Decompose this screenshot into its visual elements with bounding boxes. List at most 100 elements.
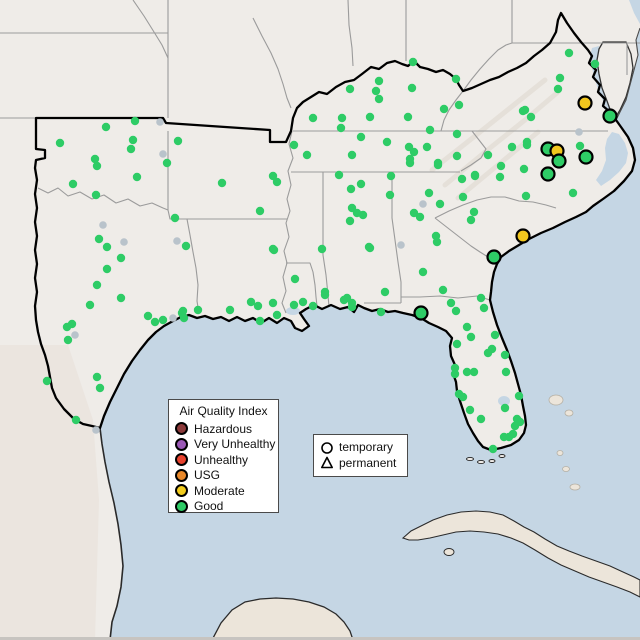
monitor-dot-good — [469, 207, 479, 217]
bahamas-islands — [548, 394, 581, 491]
aqi-legend-label: Unhealthy — [194, 452, 249, 467]
aqi-legend: Air Quality Index Hazardous Very Unhealt… — [168, 399, 279, 513]
monitor-dot-good — [143, 311, 153, 321]
monitor-marker-large-good — [551, 153, 567, 169]
type-legend-row-permanent: permanent — [320, 455, 401, 471]
monitor-dot-layer — [42, 48, 618, 454]
monitor-dot-good — [342, 293, 352, 303]
monitor-dot-good — [382, 137, 392, 147]
cuba — [401, 510, 640, 598]
monitor-dot-good — [407, 83, 417, 93]
monitor-marker-large-moderate — [577, 95, 593, 111]
monitor-marker-large-good — [540, 166, 556, 182]
monitor-dot-good — [462, 322, 472, 332]
florida-keys — [466, 454, 506, 465]
monitor-dot-good — [63, 335, 73, 345]
monitor-dot-good — [433, 158, 443, 168]
monitor-dot-nodata — [156, 118, 164, 126]
monitor-dot-good — [470, 171, 480, 181]
monitor-dot-good — [526, 112, 536, 122]
delaware-bay — [629, 0, 640, 24]
monitor-dot-good — [289, 300, 299, 310]
monitor-dot-good — [409, 208, 419, 218]
monitor-dot-good — [380, 287, 390, 297]
map-edge-strip — [0, 637, 640, 640]
monitor-dot-good — [522, 137, 532, 147]
monitor-marker-large-moderate — [515, 228, 531, 244]
aqi-legend-row-hazardous: Hazardous — [175, 421, 272, 437]
usg-swatch-icon — [175, 468, 188, 482]
monitor-dot-good — [170, 213, 180, 223]
monitor-dot-good — [269, 245, 279, 255]
monitor-dot-good — [439, 104, 449, 114]
monitor-dot-good — [514, 391, 524, 401]
monitor-dot-good — [424, 188, 434, 198]
monitor-dot-good — [500, 403, 510, 413]
monitor-dot-good — [454, 100, 464, 110]
aqi-legend-label: USG — [194, 468, 221, 483]
monitor-dot-good — [178, 306, 188, 316]
monitor-dot-good — [298, 297, 308, 307]
monitor-dot-good — [346, 184, 356, 194]
monitor-dot-good — [385, 190, 395, 200]
hazardous-swatch-icon — [175, 422, 188, 436]
monitor-dot-good — [336, 123, 346, 133]
aqi-legend-row-moderate: Moderate — [175, 483, 272, 499]
monitor-dot-good — [408, 57, 418, 67]
monitor-dot-good — [345, 84, 355, 94]
monitor-dot-good — [255, 206, 265, 216]
monitor-dot-good — [126, 144, 136, 154]
region-border — [33, 11, 637, 452]
monitor-dot-good — [452, 129, 462, 139]
monitor-dot-good — [490, 330, 500, 340]
monitor-dot-good — [466, 332, 476, 342]
monitor-dot-good — [564, 48, 574, 58]
monitor-dot-good — [356, 179, 366, 189]
monitor-dot-good — [451, 306, 461, 316]
aqi-legend-label: Very Unhealthy — [194, 437, 276, 452]
monitor-dot-good — [132, 172, 142, 182]
monitor-dot-good — [371, 86, 381, 96]
monitor-dot-good — [290, 274, 300, 284]
monitor-dot-good — [130, 116, 140, 126]
monitor-dot-nodata — [92, 426, 100, 434]
monitor-dot-good — [337, 113, 347, 123]
pamlico-sound — [596, 132, 628, 186]
monitor-dot-good — [458, 192, 468, 202]
monitor-dot-good — [462, 367, 472, 377]
monitor-dot-good — [374, 76, 384, 86]
monitor-dot-good — [92, 372, 102, 382]
monitor-dot-good — [116, 253, 126, 263]
monitor-dot-good — [308, 113, 318, 123]
monitor-dot-good — [158, 315, 168, 325]
monitor-dot-good — [432, 237, 442, 247]
monitor-dot-good — [42, 376, 52, 386]
monitor-dot-good — [553, 84, 563, 94]
monitor-dot-nodata — [419, 200, 427, 208]
monitor-dot-good — [302, 150, 312, 160]
monitor-dot-good — [90, 154, 100, 164]
monitor-dot-good — [452, 151, 462, 161]
aqi-legend-row-very-unhealthy: Very Unhealthy — [175, 437, 276, 453]
monitor-dot-nodata — [71, 331, 79, 339]
state-borders — [0, 0, 640, 315]
yucatan-peninsula — [211, 597, 354, 640]
monitor-dot-good — [488, 444, 498, 454]
monitor-dot-good — [500, 350, 510, 360]
monitor-dot-good — [365, 243, 375, 253]
monitor-marker-large-good — [413, 305, 429, 321]
monitor-dot-good — [555, 73, 565, 83]
monitor-dot-good — [308, 301, 318, 311]
monitor-dot-good — [71, 415, 81, 425]
monitor-dot-good — [438, 285, 448, 295]
monitor-dot-good — [55, 138, 65, 148]
monitor-dot-good — [91, 190, 101, 200]
monitor-dot-nodata — [99, 221, 107, 229]
aqi-legend-label: Moderate — [194, 483, 245, 498]
monitor-dot-good — [67, 319, 77, 329]
monitor-dot-nodata — [173, 237, 181, 245]
monitor-dot-good — [519, 164, 529, 174]
monitor-dot-good — [101, 122, 111, 132]
monitor-dot-good — [508, 429, 518, 439]
